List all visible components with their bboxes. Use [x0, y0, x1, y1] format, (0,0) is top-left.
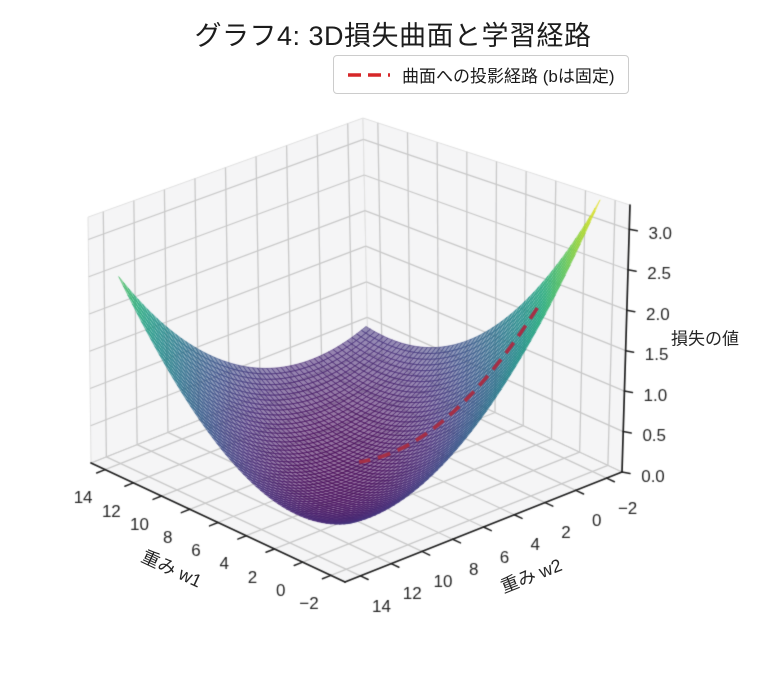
legend-dashed-line-icon: [348, 72, 390, 77]
chart-title: グラフ4: 3D損失曲面と学習経路: [194, 21, 592, 51]
legend: 曲面への投影経路 (bは固定): [333, 55, 629, 94]
z-axis-label: 損失の値: [671, 329, 739, 349]
legend-label: 曲面への投影経路 (bは固定): [402, 67, 615, 86]
